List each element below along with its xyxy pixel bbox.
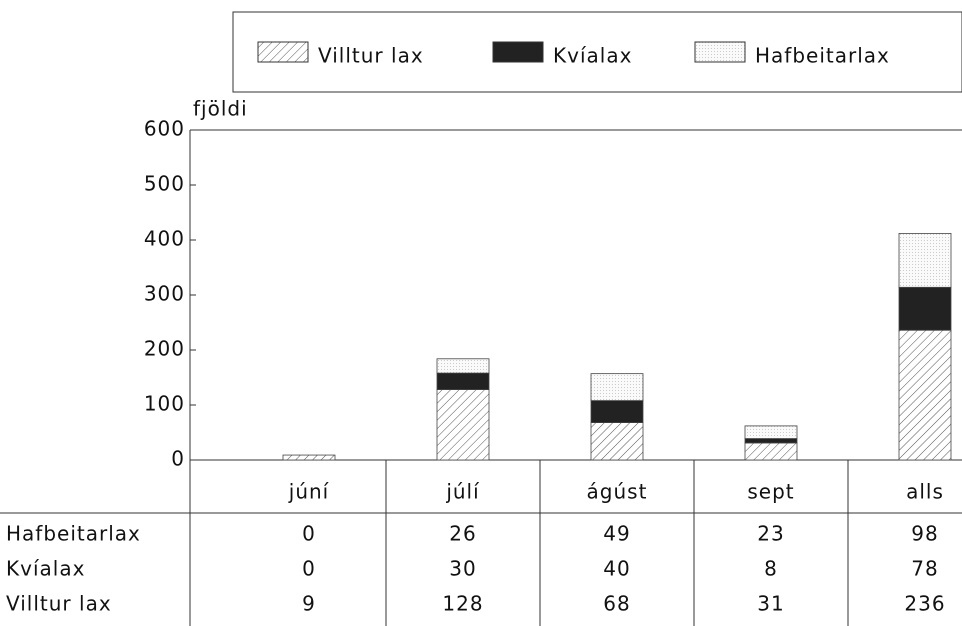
bar-segment <box>436 358 490 374</box>
y-axis-label: fjöldi <box>193 97 248 121</box>
x-tick-label: júlí <box>445 480 480 504</box>
table-cell: 0 <box>302 522 316 546</box>
bar-segment <box>744 442 798 461</box>
legend-swatch <box>257 41 309 63</box>
table-cell: 26 <box>449 522 476 546</box>
x-tick-label: ágúst <box>587 480 648 504</box>
bar-segment <box>590 373 644 401</box>
table-row-label: Hafbeitarlax <box>6 522 141 546</box>
table-row-label: Kvíalax <box>6 557 85 581</box>
table-cell: 40 <box>603 557 630 581</box>
y-tick-label: 100 <box>144 392 185 416</box>
bar-segment <box>436 372 490 391</box>
table-cell: 30 <box>449 557 476 581</box>
table-cell: 31 <box>757 592 784 616</box>
table-cell: 128 <box>442 592 483 616</box>
legend-label: Villtur lax <box>318 44 424 68</box>
bar-segment <box>898 286 952 331</box>
legend-swatch <box>694 41 746 63</box>
legend-label: Kvíalax <box>553 44 632 68</box>
table-cell: 49 <box>603 522 630 546</box>
x-tick-label: sept <box>747 480 794 504</box>
y-tick-label: 200 <box>144 337 185 361</box>
legend-box <box>232 11 962 93</box>
bar-segment <box>436 389 490 461</box>
y-tick-label: 600 <box>144 117 185 141</box>
y-tick-label: 400 <box>144 227 185 251</box>
bar-segment <box>898 232 952 288</box>
y-tick-label: 300 <box>144 282 185 306</box>
table-cell: 78 <box>911 557 938 581</box>
bar-segment <box>590 422 644 461</box>
bar-segment <box>744 438 798 444</box>
table-cell: 236 <box>904 592 945 616</box>
table-cell: 68 <box>603 592 630 616</box>
x-tick-label: alls <box>906 480 944 504</box>
table-cell: 9 <box>302 592 316 616</box>
legend-swatch <box>492 41 544 63</box>
table-cell: 8 <box>764 557 778 581</box>
table-row-label: Villtur lax <box>6 592 112 616</box>
table-cell: 98 <box>911 522 938 546</box>
table-cell: 23 <box>757 522 784 546</box>
x-tick-label: júní <box>288 480 330 504</box>
bar-segment <box>590 400 644 424</box>
bar-segment <box>282 454 336 461</box>
bar-segment <box>744 425 798 439</box>
y-tick-label: 0 <box>171 447 185 471</box>
bar-segment <box>898 329 952 461</box>
legend-label: Hafbeitarlax <box>755 44 890 68</box>
table-cell: 0 <box>302 557 316 581</box>
y-tick-label: 500 <box>144 172 185 196</box>
